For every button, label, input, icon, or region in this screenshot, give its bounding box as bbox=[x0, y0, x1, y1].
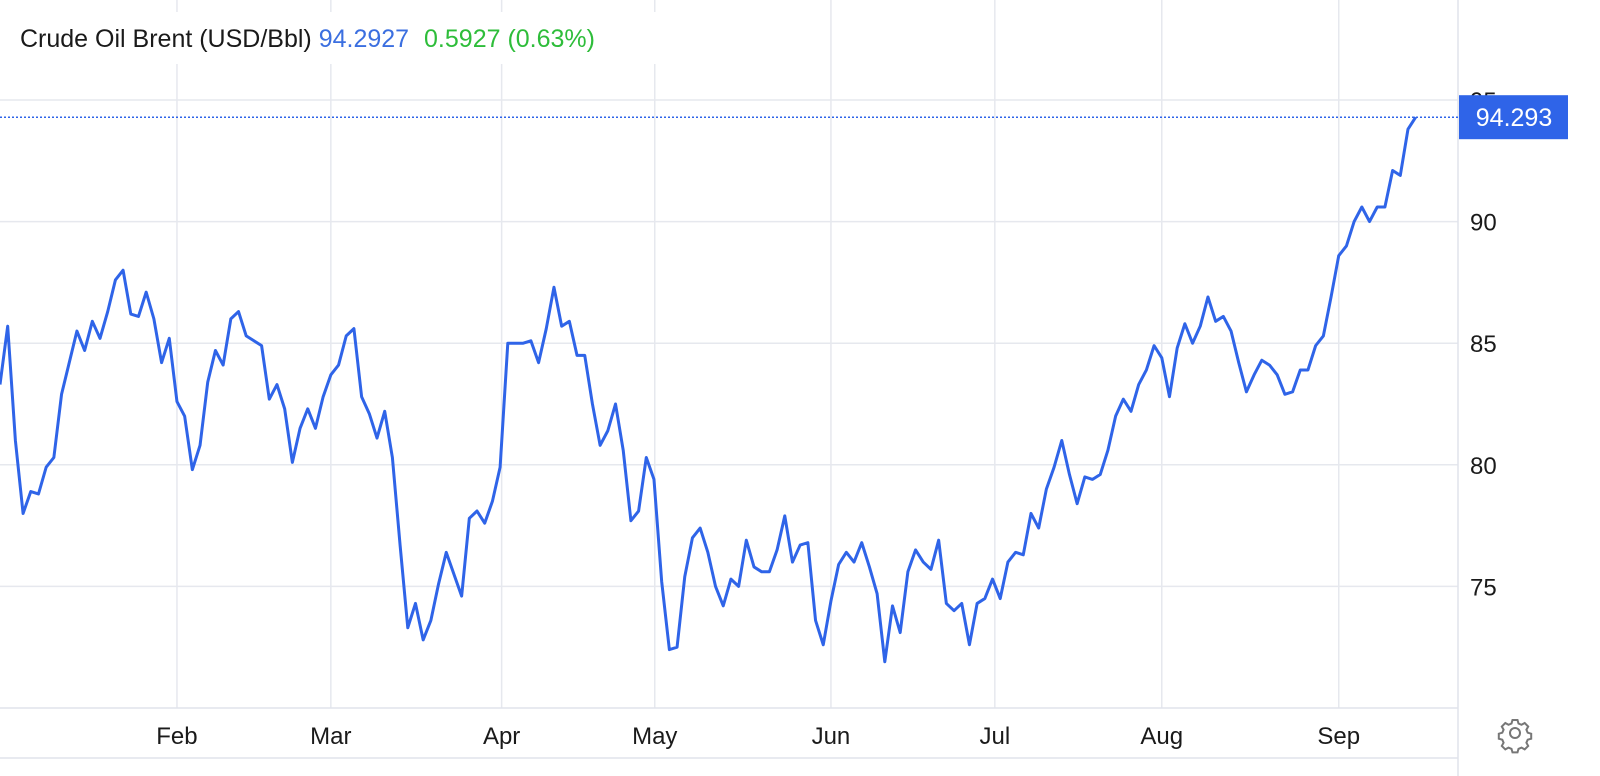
x-tick-label: Jun bbox=[812, 723, 851, 750]
x-tick-label: Mar bbox=[310, 723, 351, 750]
x-tick-label: Jul bbox=[979, 723, 1010, 750]
last-price-tag bbox=[1459, 95, 1568, 140]
y-tick-label: 75 bbox=[1470, 574, 1497, 601]
settings-icon[interactable] bbox=[1497, 719, 1533, 754]
y-tick-label: 85 bbox=[1470, 331, 1497, 358]
grid bbox=[0, 0, 1458, 708]
settings-icon-center bbox=[1509, 727, 1521, 739]
price: 94.2927 bbox=[319, 25, 409, 53]
y-tick-label: 80 bbox=[1470, 453, 1497, 480]
settings-icon-gear bbox=[1497, 719, 1533, 754]
x-tick-label: Apr bbox=[483, 723, 520, 750]
change-percent: (0.63%) bbox=[507, 25, 595, 53]
x-tick-label: Feb bbox=[156, 723, 197, 750]
instrument-name: Crude Oil Brent (USD/Bbl) bbox=[20, 25, 312, 53]
y-tick-label: 90 bbox=[1470, 210, 1497, 237]
price-line bbox=[0, 116, 1417, 664]
header: Crude Oil Brent (USD/Bbl) 94.2927 0.5927… bbox=[20, 25, 595, 53]
header-background bbox=[0, 12, 680, 64]
change: 0.5927 bbox=[424, 25, 500, 53]
x-tick-label: Sep bbox=[1317, 723, 1360, 750]
plot bbox=[0, 116, 1458, 664]
x-tick-label: May bbox=[632, 723, 677, 750]
last-price-label: 94.293 bbox=[1476, 104, 1552, 132]
x-tick-label: Aug bbox=[1140, 723, 1183, 750]
